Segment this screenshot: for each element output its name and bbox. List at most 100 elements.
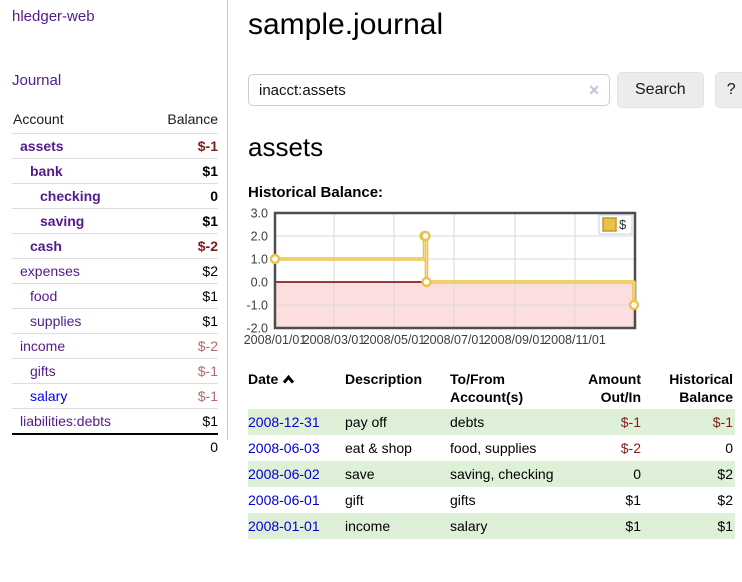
svg-text:2008/09/01: 2008/09/01 — [484, 333, 547, 347]
svg-text:2008/01/01: 2008/01/01 — [244, 333, 307, 347]
brand-link[interactable]: hledger-web — [12, 8, 95, 25]
svg-text:1.0: 1.0 — [251, 253, 268, 267]
svg-text:2008/07/01: 2008/07/01 — [423, 333, 486, 347]
account-balance: $2 — [202, 263, 218, 279]
transaction-amount-cell: $-2 — [620, 440, 641, 456]
account-rows: assets $-1 bank $1 checking 0 saving $1 cash $-2 e… — [12, 133, 218, 433]
svg-text:3.0: 3.0 — [251, 207, 268, 221]
transaction-amount-cell: $-1 — [620, 414, 641, 430]
account-balance: $-2 — [197, 238, 218, 254]
account-balance: $-1 — [197, 363, 218, 379]
account-link[interactable]: saving — [40, 213, 85, 229]
balance-column-header: Balance — [167, 111, 218, 127]
svg-text:2.0: 2.0 — [251, 230, 268, 244]
account-row: income $-2 — [12, 333, 218, 358]
account-heading: assets — [248, 132, 324, 162]
account-link[interactable]: income — [20, 338, 66, 354]
account-row: food $1 — [12, 283, 218, 308]
account-row: gifts $-1 — [12, 358, 218, 383]
account-row: bank $1 — [12, 158, 218, 183]
account-table-header: Account Balance — [12, 107, 218, 133]
account-balance: $1 — [202, 313, 218, 329]
account-balance: $1 — [202, 413, 218, 429]
transaction-accounts-cell: food, supplies — [450, 440, 537, 456]
transaction-description-cell: eat & shop — [345, 440, 412, 456]
table-row: 2008-06-03 eat & shop food, supplies $-2 0 — [248, 435, 735, 461]
account-row: saving $1 — [12, 208, 218, 233]
account-link[interactable]: checking — [40, 188, 101, 204]
search-field-wrap: ✕ — [248, 74, 610, 106]
account-link[interactable]: liabilities:debts — [20, 413, 112, 429]
transaction-description-cell: pay off — [345, 414, 387, 430]
chart-title: Historical Balance: — [248, 184, 384, 201]
account-column-header: Account — [13, 111, 64, 127]
historical-balance-column-header: Historical Balance — [669, 371, 733, 405]
transaction-date-link[interactable]: 2008-01-01 — [248, 518, 320, 534]
account-balance: $1 — [202, 288, 218, 304]
account-link[interactable]: food — [30, 288, 58, 304]
account-link[interactable]: supplies — [30, 313, 82, 329]
account-balance: $1 — [202, 163, 218, 179]
svg-text:2008/05/01: 2008/05/01 — [363, 333, 426, 347]
clear-search-icon[interactable]: ✕ — [588, 82, 600, 98]
search-input[interactable] — [248, 74, 610, 106]
svg-text:-2.0: -2.0 — [246, 322, 268, 336]
transaction-date-link[interactable]: 2008-12-31 — [248, 414, 320, 430]
historical-balance-chart: 3.0 2.0 1.0 0.0 -1.0 -2.0 2008/01/01 2008/03/01… — [244, 207, 640, 354]
page-title: sample.journal — [248, 8, 444, 41]
transaction-amount-cell: 0 — [633, 466, 641, 482]
total-row: 0 — [12, 433, 218, 459]
search-form: ✕ Search ? — [248, 72, 742, 108]
total-balance: 0 — [210, 439, 218, 455]
transaction-date-link-cell: 2008-12-31 — [248, 409, 345, 435]
sort-ascending-icon — [283, 374, 295, 384]
account-link[interactable]: salary — [30, 388, 68, 404]
transaction-amount-cell: $1 — [625, 492, 641, 508]
account-link[interactable]: gifts — [30, 363, 56, 379]
transaction-accounts-cell: gifts — [450, 492, 476, 508]
search-button[interactable]: Search — [617, 72, 704, 108]
table-row: 2008-06-02 save saving, checking 0 $2 — [248, 461, 735, 487]
transaction-balance-cell: $2 — [717, 466, 733, 482]
table-row: 2008-12-31 pay off debts $-1 $-1 — [248, 409, 735, 435]
register-table: Date Description To/From Account(s) Amou… — [248, 367, 735, 539]
register-rows: 2008-12-31 pay off debts $-1 $-1 2008-06-03 ea… — [248, 409, 735, 539]
account-balance: $-2 — [197, 338, 218, 354]
transaction-description-cell: income — [345, 518, 391, 534]
account-row: cash $-2 — [12, 233, 218, 258]
help-button[interactable]: ? — [714, 72, 742, 108]
account-row: salary $-1 — [12, 383, 218, 408]
account-row: assets $-1 — [12, 133, 218, 158]
account-row: expenses $2 — [12, 258, 218, 283]
transaction-date-link-cell: 2008-06-03 — [248, 435, 345, 461]
account-link[interactable]: assets — [20, 138, 64, 154]
transaction-balance-cell: 0 — [725, 440, 733, 456]
date-column-header[interactable]: Date — [248, 367, 345, 409]
account-balance: $-1 — [197, 138, 218, 154]
transaction-balance-cell: $-1 — [712, 414, 733, 430]
svg-text:-1.0: -1.0 — [246, 299, 268, 313]
tofrom-account-column-header: To/From Account(s) — [450, 371, 524, 405]
account-row: supplies $1 — [12, 308, 218, 333]
sidebar-item-journal[interactable]: Journal — [12, 72, 62, 89]
app-root: hledger-web Journal Account Balance asse… — [12, 0, 742, 539]
svg-text:$: $ — [619, 217, 627, 232]
description-column-header: Description — [345, 371, 423, 387]
main-content: sample.journal ✕ Search ? assets Histori… — [228, 0, 742, 539]
transaction-balance-cell: $1 — [717, 518, 733, 534]
account-link[interactable]: bank — [30, 163, 63, 179]
account-balance-table: Account Balance assets $-1 bank $1 checking 0… — [12, 107, 218, 459]
svg-text:0.0: 0.0 — [251, 276, 268, 290]
table-row: 2008-01-01 income salary $1 $1 — [248, 513, 735, 539]
account-link[interactable]: expenses — [20, 263, 80, 279]
amount-column-header: Amount Out/In — [588, 371, 641, 405]
transaction-description-cell: save — [345, 466, 375, 482]
transaction-date-link[interactable]: 2008-06-03 — [248, 440, 320, 456]
table-header-row: Date Description To/From Account(s) Amou… — [248, 367, 735, 409]
account-link[interactable]: cash — [30, 238, 62, 254]
transaction-date-link[interactable]: 2008-06-01 — [248, 492, 320, 508]
transaction-date-link-cell: 2008-06-02 — [248, 461, 345, 487]
transaction-date-link[interactable]: 2008-06-02 — [248, 466, 320, 482]
account-row: liabilities:debts $1 — [12, 408, 218, 433]
transaction-accounts-cell: saving, checking — [450, 466, 554, 482]
